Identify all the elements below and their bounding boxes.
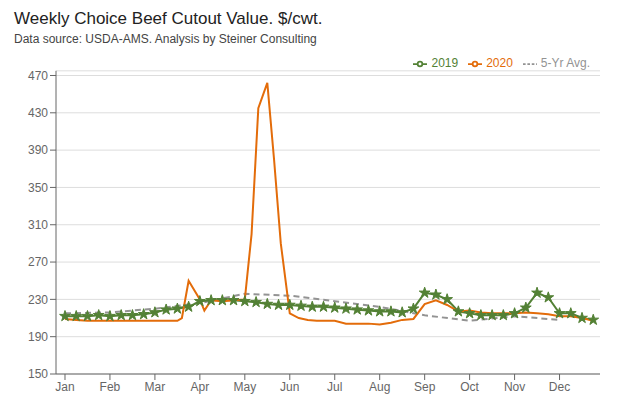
html-text:Data source: USDA-AMS. Analysi: Data source: USDA-AMS. Analysis by Stein… <box>14 32 317 46</box>
svg-text:May: May <box>233 380 256 394</box>
svg-text:Jun: Jun <box>280 380 299 394</box>
svg-text:Dec: Dec <box>549 380 570 394</box>
svg-text:Feb: Feb <box>100 380 121 394</box>
svg-text:270: 270 <box>28 255 48 269</box>
svg-text:390: 390 <box>28 143 48 157</box>
svg-text:190: 190 <box>28 330 48 344</box>
svg-text:Aug: Aug <box>369 380 390 394</box>
html-text:5-Yr Avg.: 5-Yr Avg. <box>540 56 590 70</box>
html-text:2019: 2019 <box>431 56 459 70</box>
svg-text:350: 350 <box>28 181 48 195</box>
svg-text:230: 230 <box>28 293 48 307</box>
svg-text:Nov: Nov <box>504 380 525 394</box>
svg-text:Apr: Apr <box>191 380 210 394</box>
svg-text:470: 470 <box>28 69 48 83</box>
svg-text:Mar: Mar <box>145 380 166 394</box>
svg-text:Sep: Sep <box>414 380 436 394</box>
svg-text:Oct: Oct <box>460 380 479 394</box>
svg-text:430: 430 <box>28 106 48 120</box>
svg-text:Jan: Jan <box>55 380 74 394</box>
svg-text:150: 150 <box>28 367 48 381</box>
html-text:2020: 2020 <box>486 56 513 70</box>
html-text:Weekly Choice Beef Cutout Valu: Weekly Choice Beef Cutout Value. $/cwt. <box>14 9 323 28</box>
svg-text:Jul: Jul <box>327 380 342 394</box>
svg-text:310: 310 <box>28 218 48 232</box>
